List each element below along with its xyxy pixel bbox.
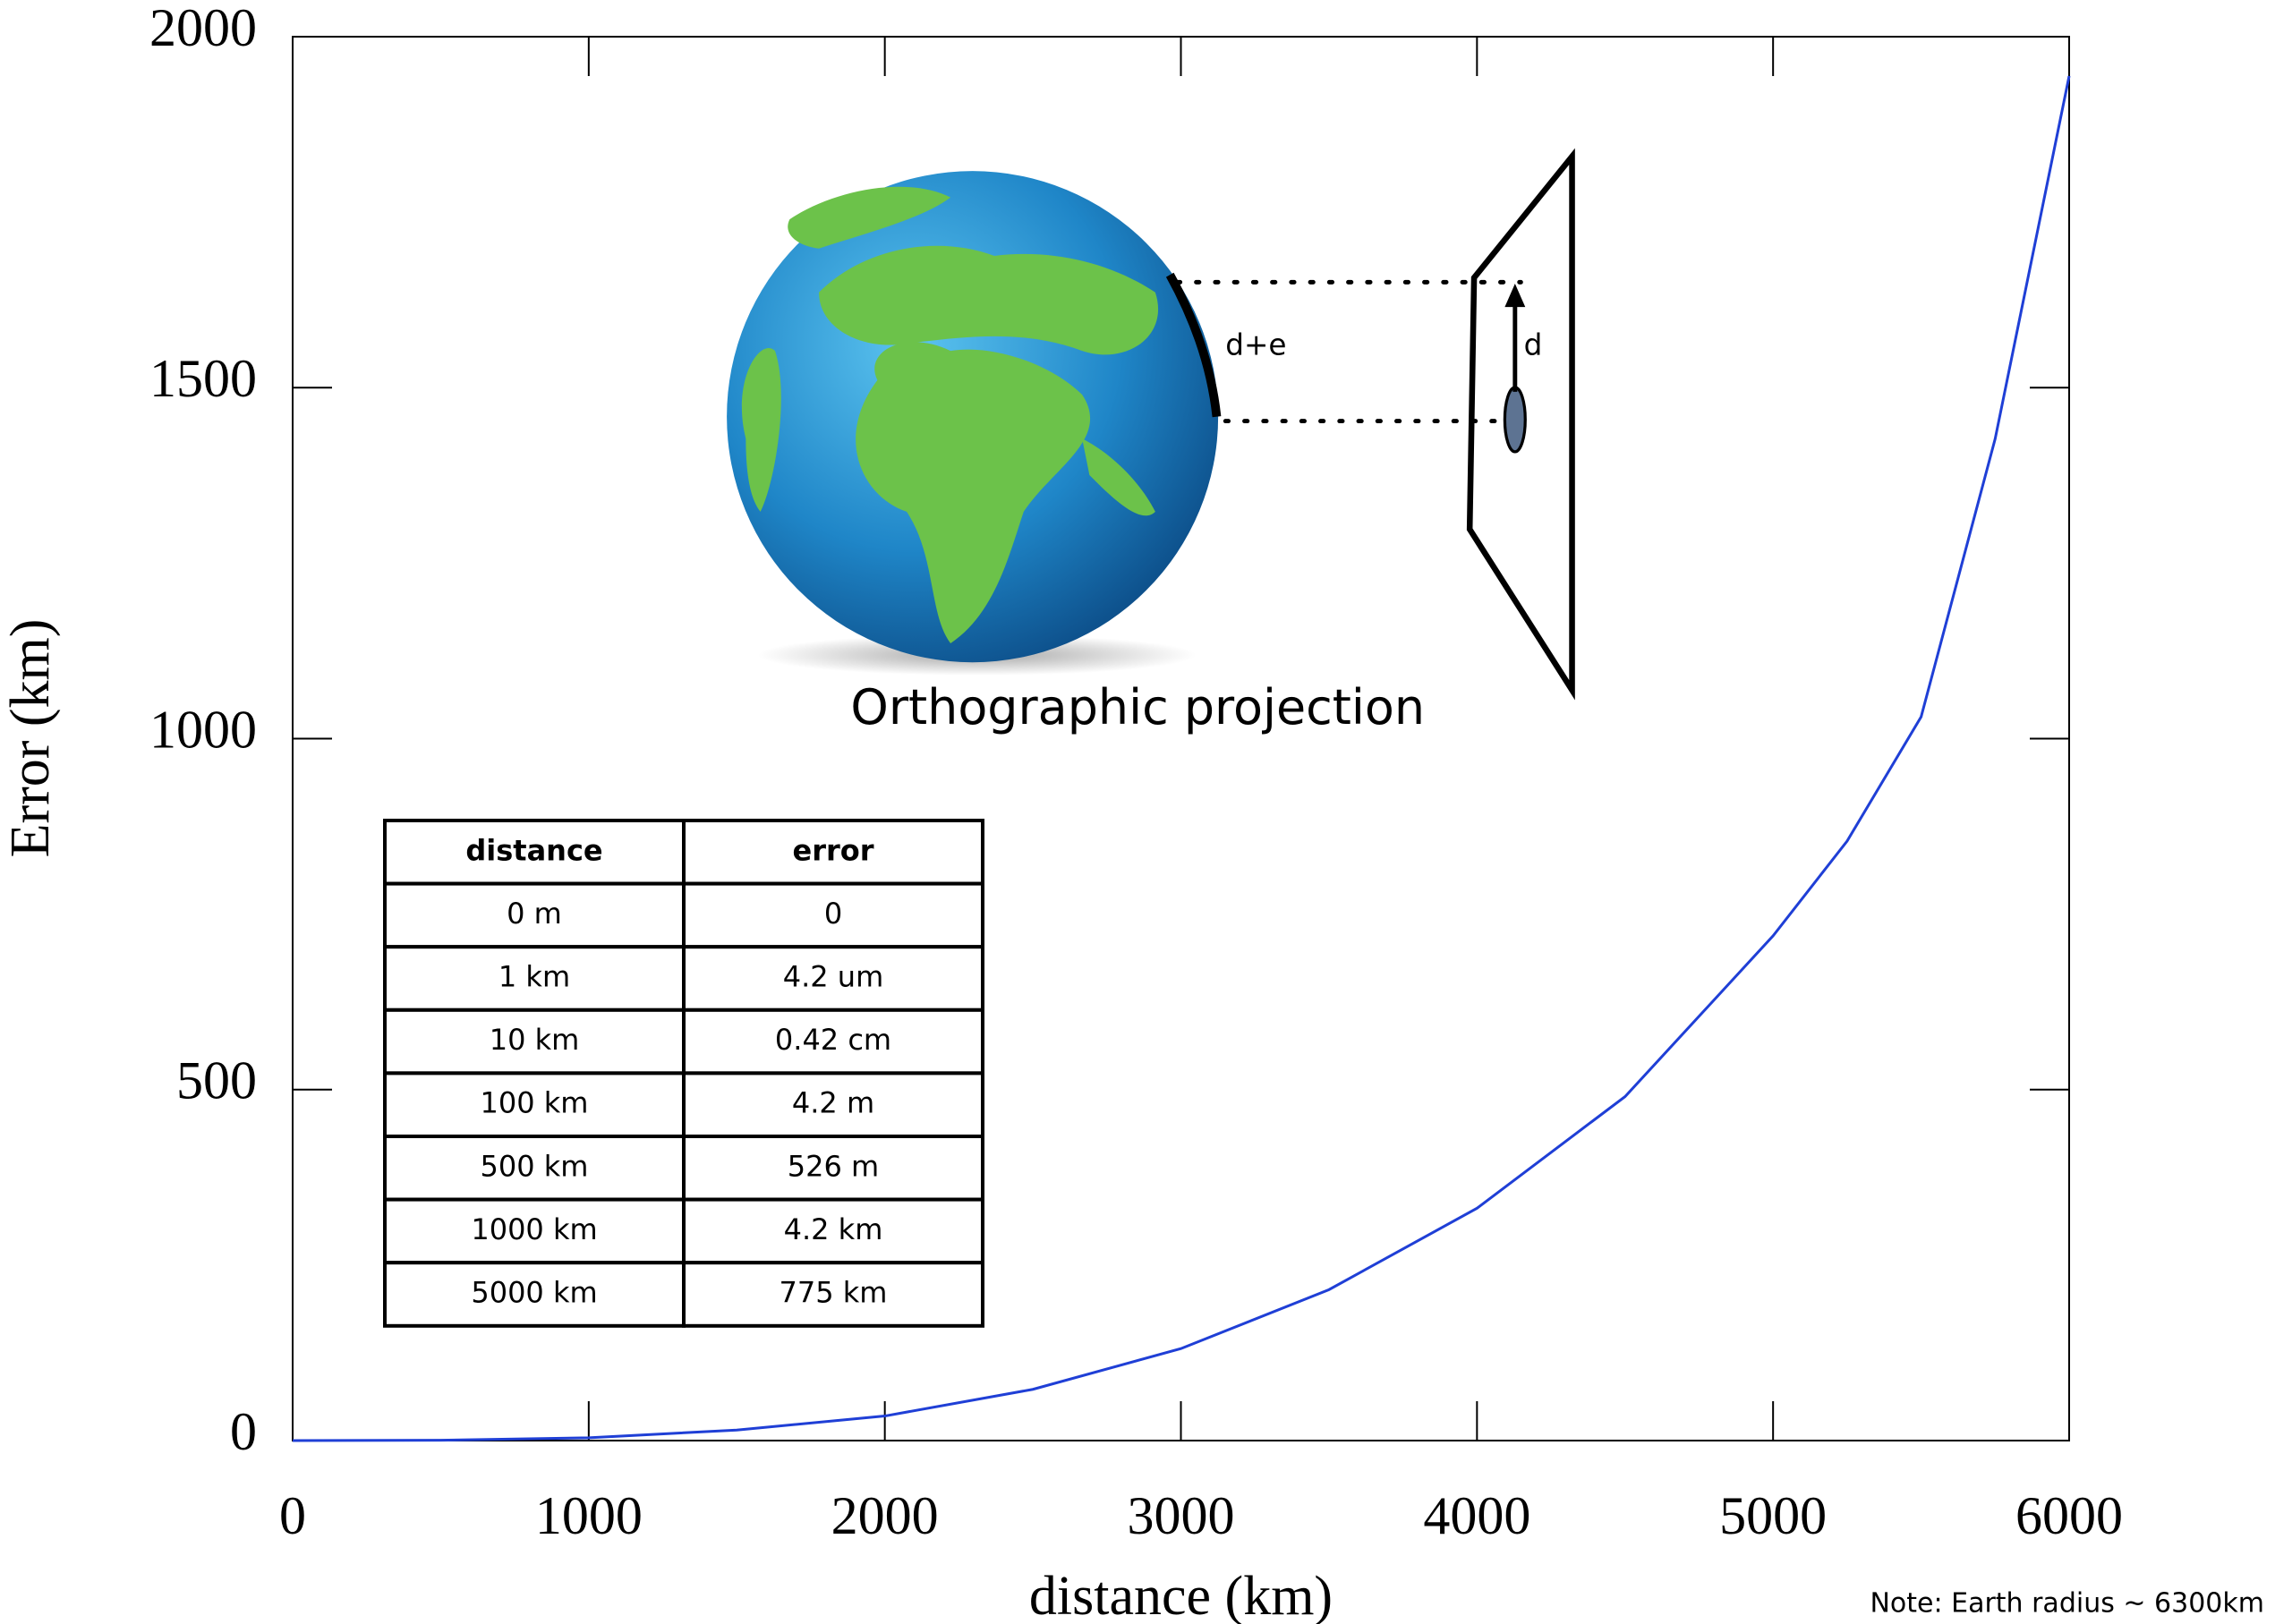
- y-axis-label: Error (km): [0, 619, 61, 858]
- table-cell-text: 775 km: [780, 1276, 888, 1310]
- table-cell-text: 4.2 um: [783, 960, 884, 994]
- y-tick-label: 0: [230, 1402, 257, 1461]
- table-cell-text: 0.42 cm: [775, 1023, 891, 1057]
- x-tick-label: 3000: [1128, 1486, 1235, 1545]
- x-tick-label: 6000: [2015, 1486, 2123, 1545]
- arc-label: d+e: [1225, 327, 1286, 361]
- table-cell-text: 100 km: [481, 1086, 589, 1120]
- y-tick-label: 1000: [149, 700, 257, 759]
- table-cell-text: 4.2 m: [792, 1086, 874, 1120]
- arrow-head: [1504, 284, 1525, 307]
- table-cell-text: 10 km: [490, 1023, 580, 1057]
- caption: Orthographic projection: [850, 679, 1425, 735]
- table-cell-text: 5000 km: [471, 1276, 597, 1310]
- chart: d+e d Orthographic projection Note: Eart…: [0, 0, 2275, 1624]
- x-tick-label: 5000: [1719, 1486, 1827, 1545]
- x-tick-label: 0: [279, 1486, 306, 1545]
- note: Note: Earth radius ~ 6300km: [1870, 1588, 2264, 1620]
- inset: d+e d Orthographic projection: [727, 157, 1572, 735]
- x-tick-label: 4000: [1423, 1486, 1530, 1545]
- table-cell-text: 500 km: [481, 1149, 589, 1183]
- table-cell-text: 0 m: [507, 897, 562, 931]
- x-tick-label: 2000: [831, 1486, 939, 1545]
- x-axis-label: distance (km): [1029, 1566, 1333, 1624]
- plane-label: d: [1524, 327, 1543, 361]
- table-cell-text: 1 km: [498, 960, 570, 994]
- x-tick-label: 1000: [535, 1486, 643, 1545]
- table-header: distance: [465, 833, 602, 867]
- page: d+e d Orthographic projection Note: Eart…: [0, 0, 2275, 1624]
- table-header: error: [792, 833, 873, 867]
- y-tick-label: 2000: [149, 0, 257, 57]
- table-cell-text: 526 m: [788, 1149, 879, 1183]
- y-tick-label: 500: [176, 1051, 257, 1110]
- table-cell-text: 0: [824, 897, 842, 931]
- table: distance error 0 m 0 1 km 4.2 um 10 km 0.42 cm 1…: [385, 821, 983, 1326]
- point: [1504, 387, 1525, 452]
- table-cell-text: 1000 km: [471, 1212, 597, 1246]
- y-tick-label: 1500: [149, 349, 257, 408]
- table-cell-text: 4.2 km: [784, 1212, 883, 1246]
